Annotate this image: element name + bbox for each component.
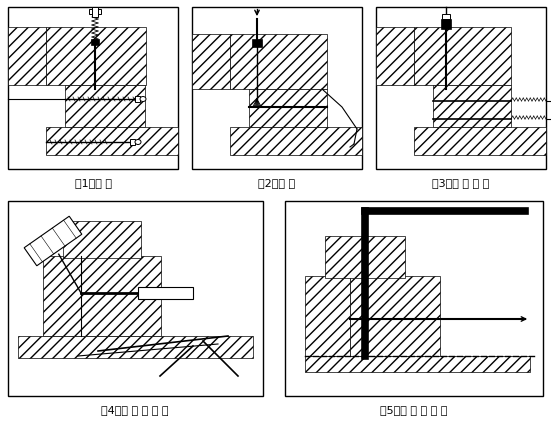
Text: （3）丙 酮 清 洗: （3）丙 酮 清 洗 — [433, 177, 490, 187]
Bar — [130, 140, 135, 146]
Bar — [8, 28, 46, 86]
Bar — [442, 15, 450, 20]
Bar — [135, 97, 140, 103]
Ellipse shape — [135, 140, 141, 145]
Bar — [433, 86, 511, 128]
Bar — [285, 201, 543, 396]
Polygon shape — [24, 217, 82, 266]
Ellipse shape — [140, 97, 146, 102]
Bar — [8, 8, 178, 170]
Bar — [441, 20, 451, 30]
Bar — [376, 8, 546, 170]
Bar — [46, 128, 178, 155]
Bar — [65, 86, 145, 128]
Bar — [18, 336, 253, 358]
Bar — [376, 28, 414, 86]
Bar — [81, 256, 161, 336]
Bar — [91, 40, 99, 46]
Bar — [8, 201, 263, 396]
Bar — [305, 356, 530, 372]
Text: （5）插 入 连 接 件: （5）插 入 连 接 件 — [380, 404, 448, 414]
Bar — [63, 222, 141, 258]
Bar — [138, 287, 193, 299]
Bar — [192, 35, 230, 90]
Bar — [252, 40, 262, 48]
Text: （2）清 孔: （2）清 孔 — [258, 177, 295, 187]
Bar — [305, 276, 350, 356]
Bar — [325, 237, 405, 279]
Bar — [350, 276, 440, 356]
Bar — [43, 256, 81, 336]
Bar — [414, 28, 511, 86]
Bar — [92, 8, 98, 18]
Bar — [46, 28, 146, 86]
Bar — [249, 90, 327, 128]
Text: （1）成 孔: （1）成 孔 — [74, 177, 111, 187]
Bar — [230, 128, 362, 155]
Bar — [414, 128, 546, 155]
Bar — [192, 8, 362, 170]
Bar — [230, 35, 327, 90]
Text: （4）注 入 胶 粘 剂: （4）注 入 胶 粘 剂 — [101, 404, 169, 414]
Bar — [89, 10, 101, 15]
